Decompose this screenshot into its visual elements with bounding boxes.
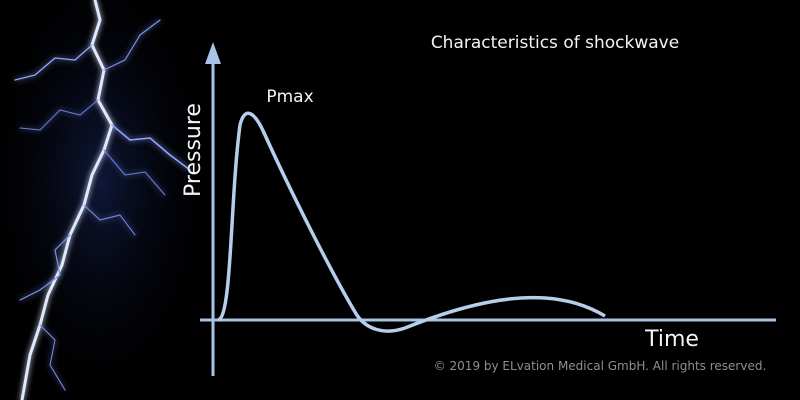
axes bbox=[200, 42, 776, 376]
lightning bbox=[14, 0, 191, 400]
lightning-haze bbox=[0, 0, 200, 400]
y-axis-label: Pressure bbox=[181, 103, 206, 197]
pressure-curve bbox=[216, 111, 606, 333]
y-axis-arrow bbox=[205, 42, 221, 64]
peak-label: Pmax bbox=[266, 87, 313, 107]
title: Characteristics of shockwave bbox=[431, 33, 679, 53]
copyright: © 2019 by ELvation Medical GmbH. All rig… bbox=[434, 359, 767, 373]
x-axis-label: Time bbox=[644, 327, 699, 352]
